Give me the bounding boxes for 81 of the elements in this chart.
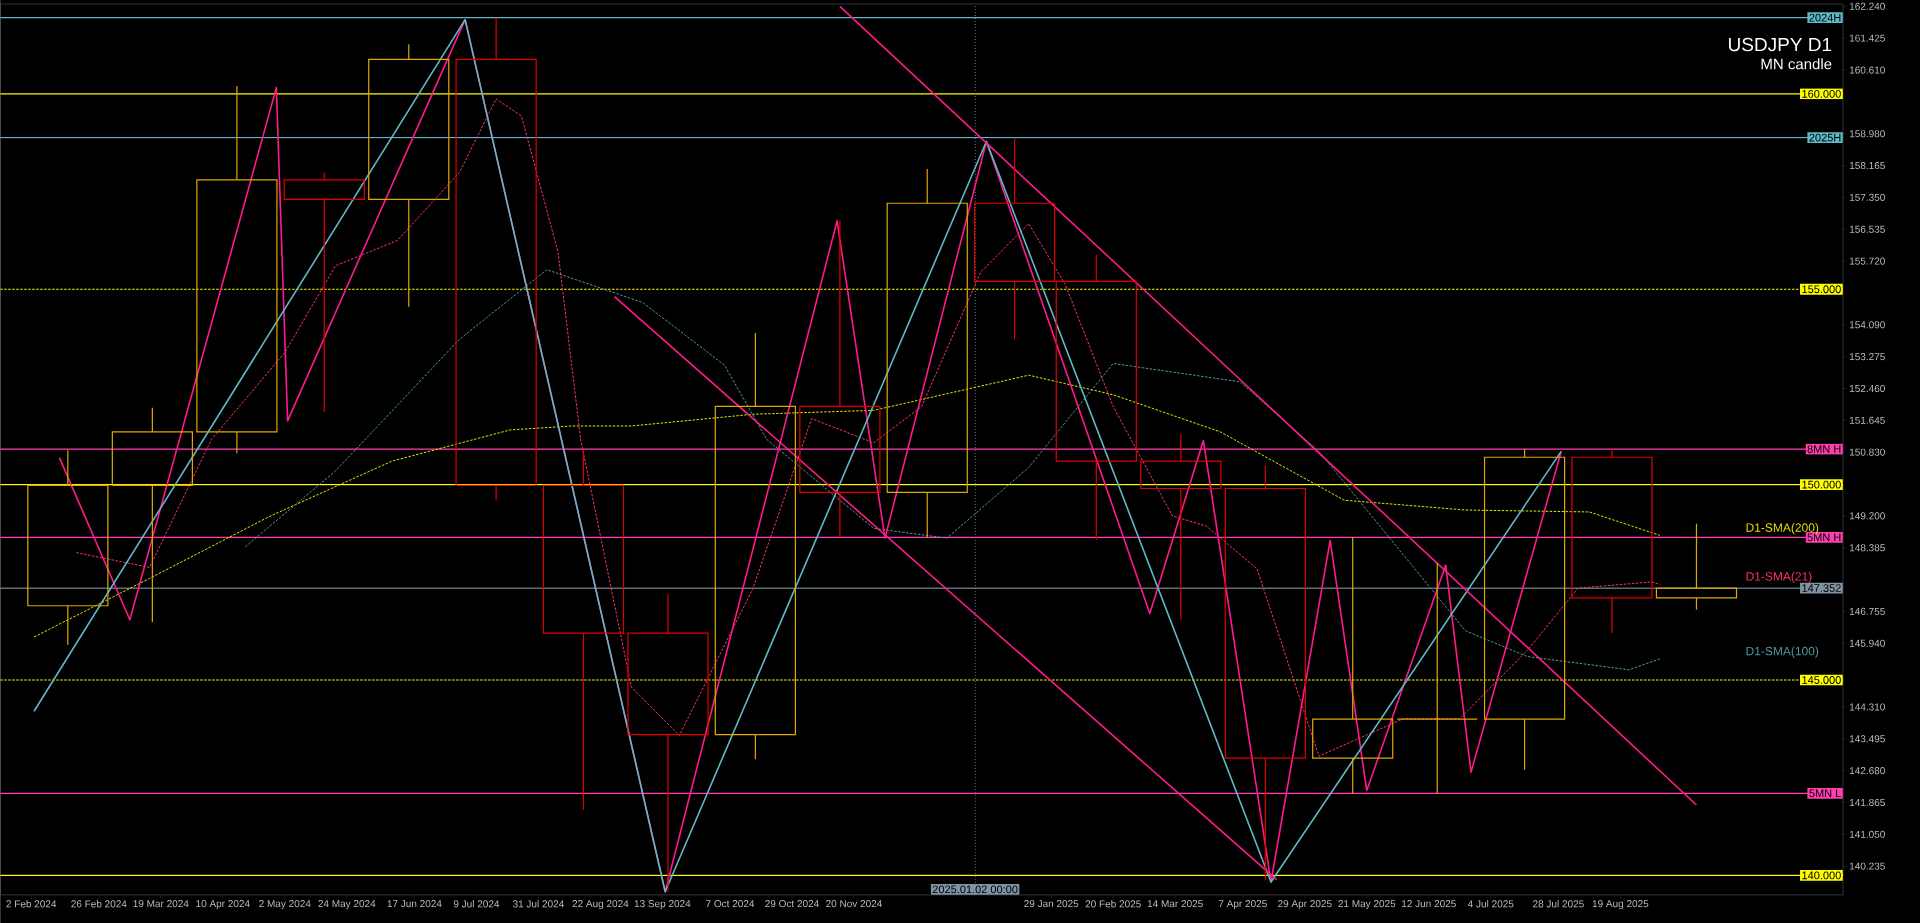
y-tick-label: 150.830 [1849, 448, 1885, 456]
x-tick-label: 24 May 2024 [318, 900, 376, 910]
y-tick-label: 161.425 [1849, 34, 1885, 42]
x-tick-label: 9 Jul 2024 [453, 900, 500, 908]
y-tick-label: 140.235 [1849, 862, 1885, 870]
ref-line-label: 5MN L [1809, 789, 1841, 798]
y-tick-label: 146.755 [1849, 607, 1885, 615]
y-tick-label: 151.645 [1849, 416, 1885, 424]
x-tick-label: 20 Nov 2024 [826, 900, 883, 908]
candlestick [1396, 562, 1478, 794]
line-series [75, 98, 1661, 757]
y-tick-label: 143.495 [1849, 735, 1885, 743]
line-series [244, 269, 1661, 671]
candlestick [1571, 448, 1653, 634]
x-tick-label: 14 Mar 2025 [1147, 900, 1203, 908]
x-tick-label: 20 Feb 2025 [1085, 900, 1141, 908]
candlestick [1312, 536, 1394, 794]
candlestick [542, 449, 625, 811]
ref-line-label: 155.000 [1802, 285, 1841, 294]
x-tick-label: 10 Apr 2024 [196, 900, 250, 910]
x-tick-label: 7 Apr 2025 [1218, 900, 1267, 910]
x-tick-label: 4 Jul 2025 [1467, 900, 1514, 908]
ref-line-label: 150.000 [1802, 480, 1841, 489]
x-tick-label: 2 Feb 2024 [6, 900, 57, 908]
y-tick-label: 152.460 [1849, 384, 1885, 393]
candlestick [886, 168, 968, 539]
ref-line-label: 2025.01.02 00:00 [932, 885, 1018, 894]
ref-line-label: 2024H [1809, 13, 1841, 22]
line-series [33, 374, 1661, 638]
text: D1-SMA(100) [1746, 646, 1819, 658]
y-tick-label: 144.310 [1849, 703, 1885, 711]
x-tick-label: 17 Jun 2024 [387, 900, 442, 908]
y-tick-label: 142.680 [1849, 767, 1885, 775]
ref-line-label: 140.000 [1802, 871, 1841, 880]
candlestick [196, 85, 278, 454]
y-tick-label: 153.275 [1849, 353, 1885, 361]
x-tick-label: 28 Jul 2025 [1533, 900, 1584, 908]
x-tick-label: 2 May 2024 [259, 900, 311, 910]
candlestick [1224, 464, 1306, 881]
ref-line-label: 5MN H [1807, 533, 1841, 542]
ref-line-label: 160.000 [1802, 90, 1841, 98]
y-tick-label: 158.980 [1849, 130, 1885, 138]
candlestick [111, 407, 194, 623]
text: D1-SMA(21) [1746, 571, 1812, 584]
y-tick-label: 160.610 [1849, 66, 1885, 74]
y-tick-label: 145.940 [1849, 639, 1885, 647]
x-tick-label: 19 Mar 2024 [133, 900, 189, 908]
x-tick-label: 22 Aug 2024 [572, 900, 629, 910]
x-tick-label: 29 Oct 2024 [765, 900, 819, 908]
text: MN candle [1761, 58, 1832, 70]
candlestick [27, 449, 109, 646]
x-tick-label: 29 Apr 2025 [1278, 900, 1332, 910]
x-tick-label: 21 May 2025 [1338, 900, 1396, 910]
x-tick-label: 19 Aug 2025 [1592, 900, 1649, 910]
y-tick-label: 155.720 [1849, 257, 1885, 265]
y-tick-label: 157.350 [1849, 193, 1885, 201]
ref-line-label: 147.352 [1802, 584, 1841, 593]
y-tick-label: 149.200 [1849, 512, 1885, 520]
x-tick-label: 13 Sep 2024 [634, 900, 691, 910]
ref-line-label: 145.000 [1802, 676, 1841, 684]
y-tick-label: 148.385 [1849, 544, 1885, 552]
x-tick-label: 12 Jun 2025 [1402, 900, 1456, 908]
candlestick [455, 17, 537, 501]
ref-line-label: 8MN H [1807, 445, 1841, 453]
y-tick-label: 141.050 [1849, 830, 1885, 838]
ref-line-label: 2025H [1809, 133, 1841, 142]
candlestick [714, 332, 796, 760]
x-tick-label: 26 Feb 2024 [71, 900, 127, 908]
y-tick-label: 162.240 [1849, 2, 1885, 10]
y-tick-label: 158.165 [1849, 162, 1885, 170]
y-tick-label: 154.090 [1849, 321, 1885, 329]
candlestick [627, 593, 709, 893]
candlestick [1140, 433, 1222, 621]
x-tick-label: 29 Jan 2025 [1024, 900, 1079, 908]
y-tick-label: 141.865 [1849, 798, 1885, 807]
text: USDJPY D1 [1729, 37, 1832, 52]
candlestick [799, 220, 881, 539]
x-tick-label: 31 Jul 2024 [512, 900, 564, 908]
text: D1-SMA(200) [1746, 523, 1819, 535]
y-tick-label: 156.535 [1849, 225, 1885, 233]
x-tick-label: 7 Oct 2024 [706, 900, 755, 908]
